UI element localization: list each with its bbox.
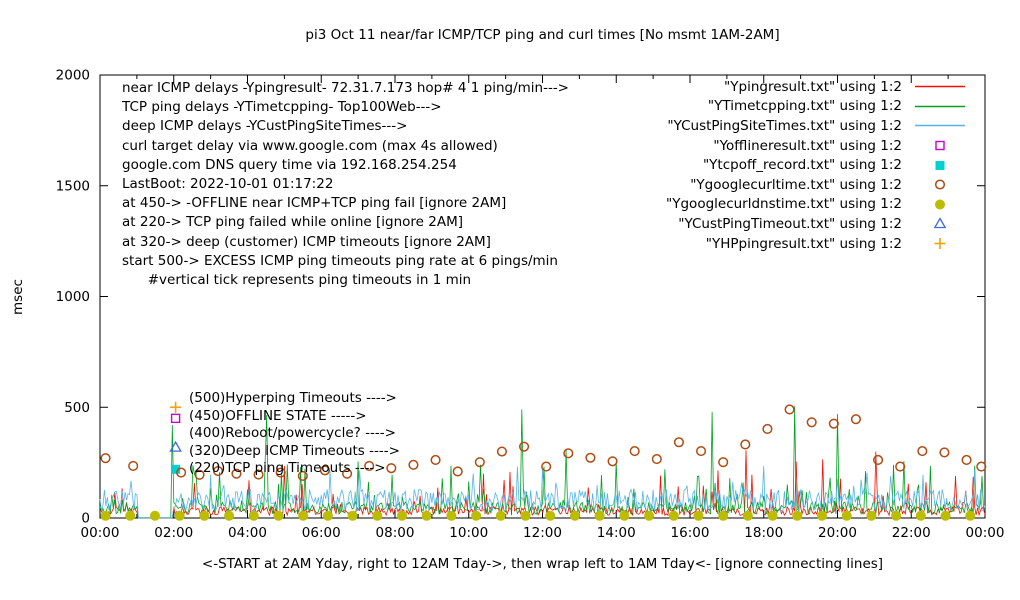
series-Ypingresult bbox=[99, 450, 986, 519]
legend-entry-Yofflineresult: "Yofflineresult.txt" using 1:2 bbox=[666, 136, 968, 156]
marker-label: (220)TCP ping Timeouts ----> bbox=[189, 460, 386, 477]
info-line: deep ICMP delays -YCustPingSiteTimes---> bbox=[122, 118, 408, 135]
legend-sample-square-filled-icon bbox=[912, 158, 968, 173]
x-tick-label: 08:00 bbox=[376, 525, 415, 541]
x-tick-label: 12:00 bbox=[523, 525, 562, 541]
legend-entry-YCustPingTimeout: "YCustPingTimeout.txt" using 1:2 bbox=[666, 214, 968, 234]
legend-label: "YTimetcpping.txt" using 1:2 bbox=[707, 98, 902, 115]
legend-label: "Yofflineresult.txt" using 1:2 bbox=[713, 137, 902, 154]
legend-sample-line-icon bbox=[912, 99, 968, 114]
info-line: start 500-> EXCESS ICMP ping timeouts pi… bbox=[122, 252, 558, 269]
legend-label: "Ygooglecurldnstime.txt" using 1:2 bbox=[666, 196, 902, 213]
marker-label: (400)Reboot/powercycle? ----> bbox=[189, 425, 396, 442]
legend-sample-circle-filled-icon bbox=[912, 197, 968, 212]
x-tick-label: 00:00 bbox=[81, 525, 120, 541]
marker-label: (450)OFFLINE STATE -----> bbox=[189, 407, 367, 424]
legend-label: "YHPpingresult.txt" using 1:2 bbox=[705, 235, 902, 252]
x-tick-label: 14:00 bbox=[597, 525, 636, 541]
y-axis-label: msec bbox=[10, 279, 26, 315]
legend-entry-Ypingresult: "Ypingresult.txt" using 1:2 bbox=[666, 77, 968, 97]
legend-entry-YTimetcpping: "YTimetcpping.txt" using 1:2 bbox=[666, 97, 968, 117]
legend-sample-triangle-open-icon bbox=[912, 216, 968, 231]
y-axis: 0 500 1000 1500 2000 bbox=[56, 68, 985, 527]
legend-entry-Ytcpoff_record: "Ytcpoff_record.txt" using 1:2 bbox=[666, 155, 968, 175]
legend-label: "YCustPingTimeout.txt" using 1:2 bbox=[678, 215, 902, 232]
legend-sample-circle-open-icon bbox=[912, 177, 968, 192]
legend: "Ypingresult.txt" using 1:2 "YTimetcpping… bbox=[666, 77, 968, 253]
x-tick-label: 18:00 bbox=[744, 525, 783, 541]
legend-entry-Ygooglecurldnstime: "Ygooglecurldnstime.txt" using 1:2 bbox=[666, 195, 968, 215]
x-tick-label: 06:00 bbox=[302, 525, 341, 541]
legend-label: "YCustPingSiteTimes.txt" using 1:2 bbox=[667, 117, 902, 134]
info-line: near ICMP delays -Ypingresult- 72.31.7.1… bbox=[122, 80, 569, 96]
x-tick-label: 22:00 bbox=[892, 525, 931, 541]
info-text-block: near ICMP delays -Ypingresult- 72.31.7.1… bbox=[122, 79, 569, 290]
series-Yofflineresult bbox=[170, 413, 181, 424]
legend-sample-square-open-icon bbox=[912, 138, 968, 153]
marker-label: (500)Hyperping Timeouts ----> bbox=[189, 390, 397, 406]
info-line: LastBoot: 2022-10-01 01:17:22 bbox=[122, 176, 334, 193]
y-tick-label: 2000 bbox=[56, 68, 90, 84]
info-line: google.com DNS query time via 192.168.25… bbox=[122, 156, 457, 173]
legend-label: "Ygooglecurltime.txt" using 1:2 bbox=[690, 176, 902, 193]
series-YCustPingTimeout bbox=[169, 440, 182, 452]
info-line: at 450-> -OFFLINE near ICMP+TCP ping fai… bbox=[122, 195, 507, 212]
info-line: #vertical tick represents ping timeouts … bbox=[122, 272, 472, 289]
y-tick-label: 0 bbox=[81, 511, 90, 527]
marker-label-block: (500)Hyperping Timeouts ----> (450)OFFLIN… bbox=[189, 390, 400, 478]
legend-label: "Ytcpoff_record.txt" using 1:2 bbox=[702, 157, 902, 174]
y-tick-label: 500 bbox=[64, 400, 90, 416]
series-Ygooglecurldnstime bbox=[100, 510, 976, 521]
legend-entry-YHPpingresult: "YHPpingresult.txt" using 1:2 bbox=[666, 234, 968, 254]
legend-label: "Ypingresult.txt" using 1:2 bbox=[724, 78, 902, 95]
x-tick-label: 20:00 bbox=[818, 525, 857, 541]
legend-entry-YCustPingSiteTimes: "YCustPingSiteTimes.txt" using 1:2 bbox=[666, 116, 968, 136]
x-tick-label: 04:00 bbox=[228, 525, 267, 541]
x-tick-label: 02:00 bbox=[154, 525, 193, 541]
info-line: at 220-> TCP ping failed while online [i… bbox=[122, 214, 464, 231]
legend-sample-line-icon bbox=[912, 79, 968, 94]
x-axis: 00:00 02:00 04:00 06:00 08:00 10:00 12:00 14:00… bbox=[81, 75, 1005, 541]
info-line: at 320-> deep (customer) ICMP timeouts [… bbox=[122, 233, 491, 250]
legend-sample-plus-icon bbox=[912, 236, 968, 251]
series-Ytcpoff_record bbox=[171, 464, 181, 474]
x-tick-label: 10:00 bbox=[449, 525, 488, 541]
marker-label: (320)Deep ICMP Timeouts ----> bbox=[189, 442, 400, 459]
y-tick-label: 1000 bbox=[56, 289, 90, 305]
legend-entry-Ygooglecurltime: "Ygooglecurltime.txt" using 1:2 bbox=[666, 175, 968, 195]
series-YHPpingresult bbox=[170, 401, 182, 413]
x-tick-label: 00:00 bbox=[966, 525, 1005, 541]
x-axis-label: <-START at 2AM Yday, right to 12AM Tday-… bbox=[201, 556, 884, 572]
series-Ygooglecurltime bbox=[100, 404, 987, 481]
info-line: curl target delay via www.google.com (ma… bbox=[122, 137, 498, 154]
legend-sample-line-icon bbox=[912, 118, 968, 133]
x-tick-label: 16:00 bbox=[671, 525, 710, 541]
chart-title: pi3 Oct 11 near/far ICMP/TCP ping and cu… bbox=[305, 27, 780, 43]
y-tick-label: 1500 bbox=[56, 178, 90, 194]
series-YTimetcpping bbox=[99, 406, 986, 519]
info-line: TCP ping delays -YTimetcpping- Top100Web… bbox=[122, 99, 442, 116]
